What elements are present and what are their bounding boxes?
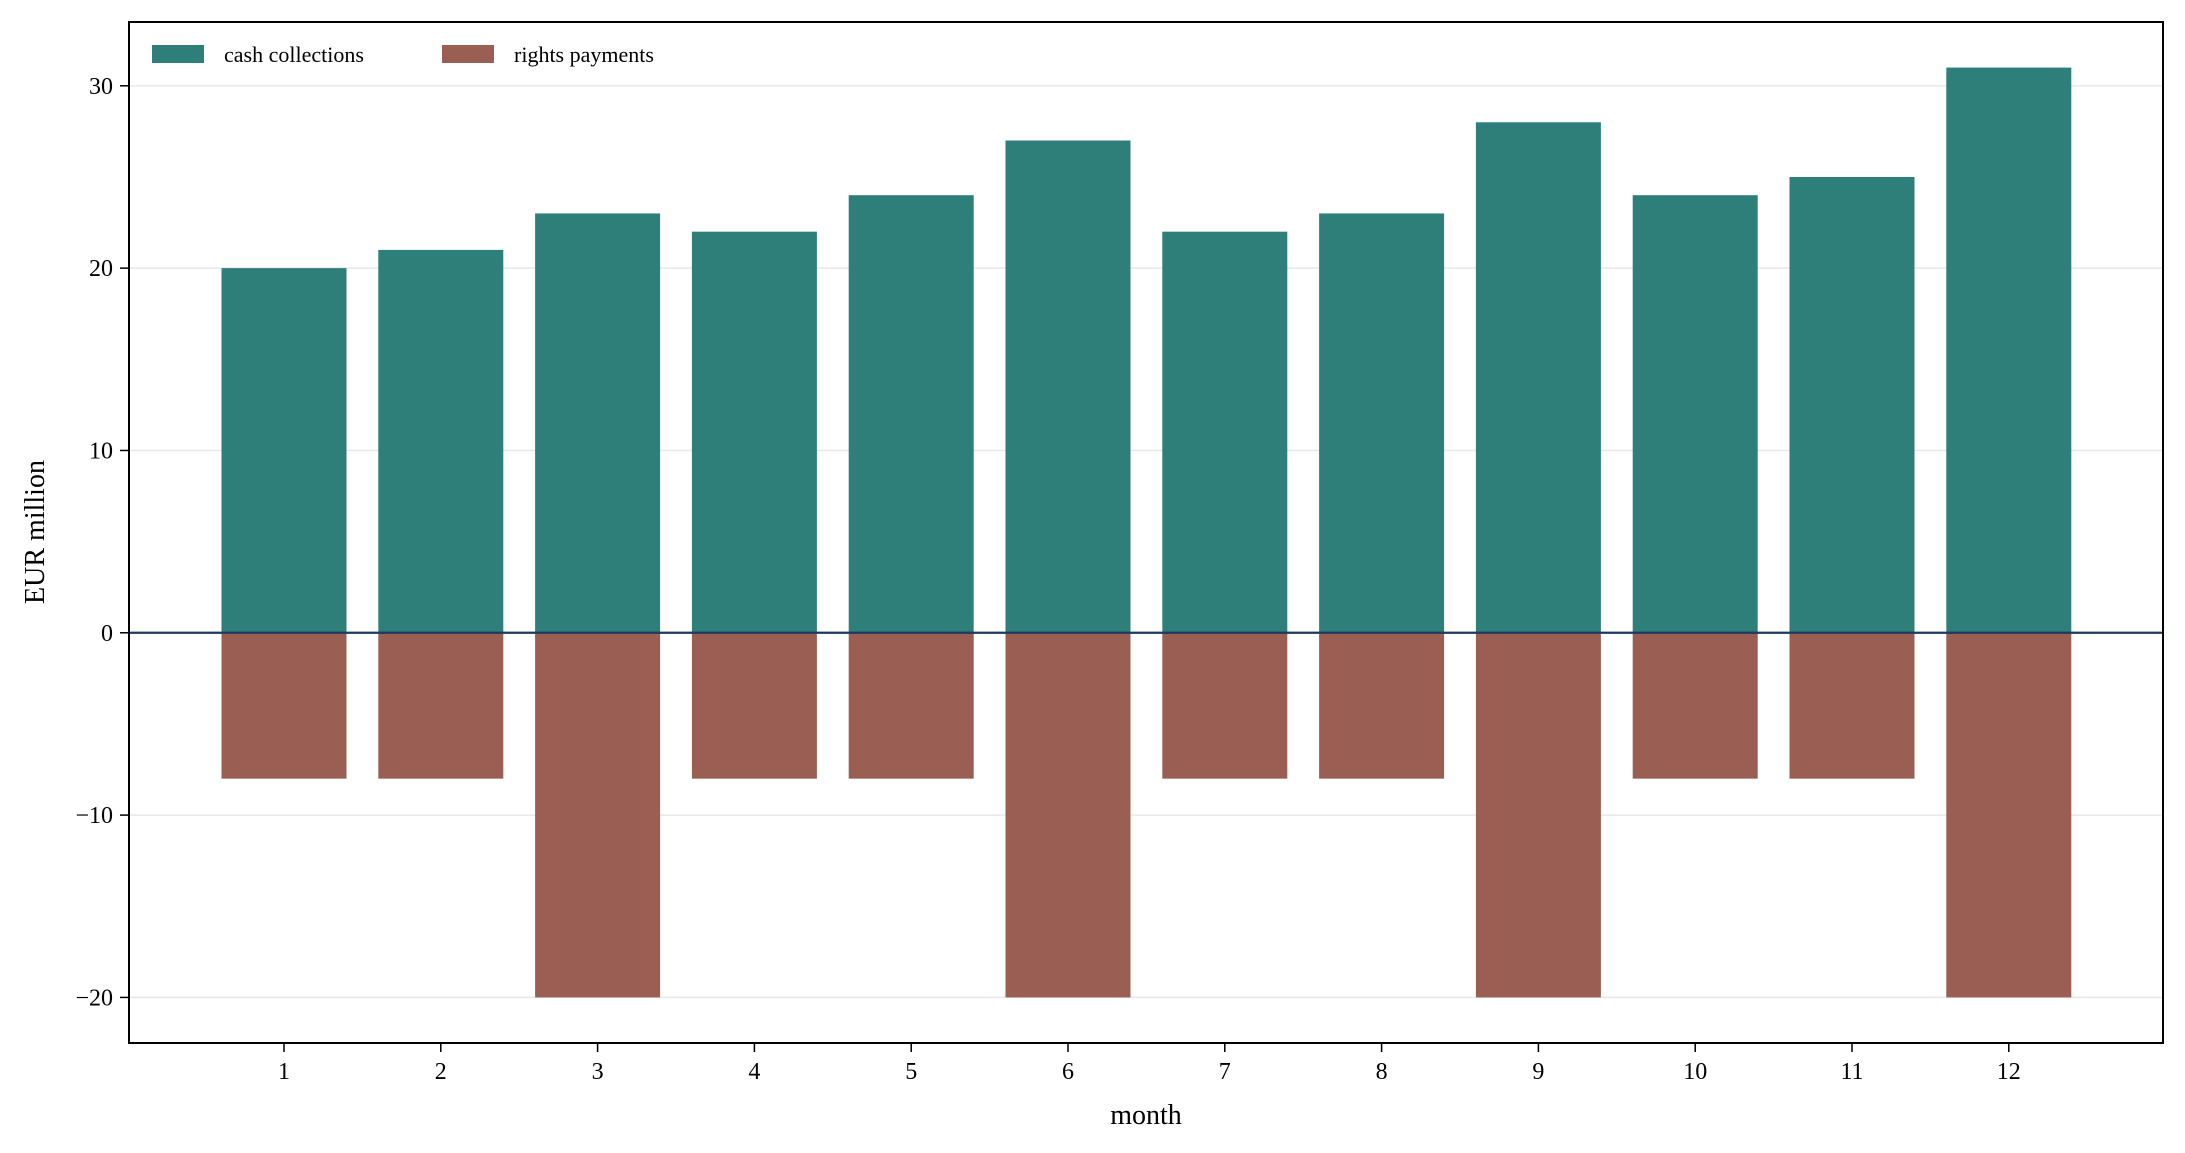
y-axis-label: EUR million <box>20 460 51 604</box>
bar-rights-payments <box>378 632 504 779</box>
bar-rights-payments <box>1005 632 1131 998</box>
bar-rights-payments <box>1475 632 1601 998</box>
legend-label-cash-collections: cash collections <box>224 42 364 67</box>
x-tick-label: 3 <box>592 1059 604 1085</box>
bar-cash-collections <box>1005 140 1131 633</box>
bar-rights-payments <box>848 632 974 779</box>
y-axis: −20 −10 0 10 20 30 <box>75 74 129 1011</box>
x-tick-label: 6 <box>1062 1059 1074 1085</box>
x-tick-label: 12 <box>1997 1059 2021 1085</box>
bar-rights-payments <box>535 632 661 998</box>
bar-cash-collections <box>378 249 504 633</box>
x-tick-label: 7 <box>1219 1059 1231 1085</box>
legend-swatch-cash-collections <box>152 45 204 63</box>
bar-cash-collections <box>535 213 661 633</box>
bar-rights-payments <box>1319 632 1445 779</box>
bar-rights-payments <box>1946 632 2072 998</box>
x-tick-label: 11 <box>1840 1059 1863 1085</box>
plot-frame <box>128 21 2164 1044</box>
bar-cash-collections <box>691 231 817 633</box>
bar-cash-collections <box>1946 67 2072 633</box>
bars <box>221 67 2072 998</box>
bar-cash-collections <box>1789 176 1915 633</box>
bar-cash-collections <box>848 195 974 633</box>
bar-rights-payments <box>691 632 817 779</box>
bar-cash-collections <box>1162 231 1288 633</box>
x-tick-label: 4 <box>748 1059 760 1085</box>
y-tick-label: 30 <box>89 74 113 100</box>
legend-swatch-rights-payments <box>442 45 494 63</box>
y-tick-label: 20 <box>89 256 113 282</box>
y-tick-label: −10 <box>75 803 113 829</box>
x-axis-label: month <box>1110 1100 1182 1131</box>
bar-rights-payments <box>1789 632 1915 779</box>
y-tick-label: 10 <box>89 438 113 464</box>
bar-cash-collections <box>1475 122 1601 633</box>
legend: cash collections rights payments <box>152 42 654 67</box>
x-tick-label: 1 <box>278 1059 290 1085</box>
bar-cash-collections <box>1319 213 1445 633</box>
bar-cash-collections <box>1632 195 1758 633</box>
bar-rights-payments <box>221 632 347 779</box>
x-tick-label: 5 <box>905 1059 917 1085</box>
x-tick-label: 8 <box>1376 1059 1388 1085</box>
y-tick-label: 0 <box>101 621 113 647</box>
x-tick-label: 9 <box>1532 1059 1544 1085</box>
bar-rights-payments <box>1632 632 1758 779</box>
y-tick-label: −20 <box>75 985 113 1011</box>
x-axis: 1 2 3 4 5 6 7 8 9 10 11 12 <box>278 1043 2021 1085</box>
x-tick-label: 2 <box>435 1059 447 1085</box>
bar-cash-collections <box>221 268 347 633</box>
bar-rights-payments <box>1162 632 1288 779</box>
x-tick-label: 10 <box>1683 1059 1707 1085</box>
legend-label-rights-payments: rights payments <box>514 42 654 67</box>
